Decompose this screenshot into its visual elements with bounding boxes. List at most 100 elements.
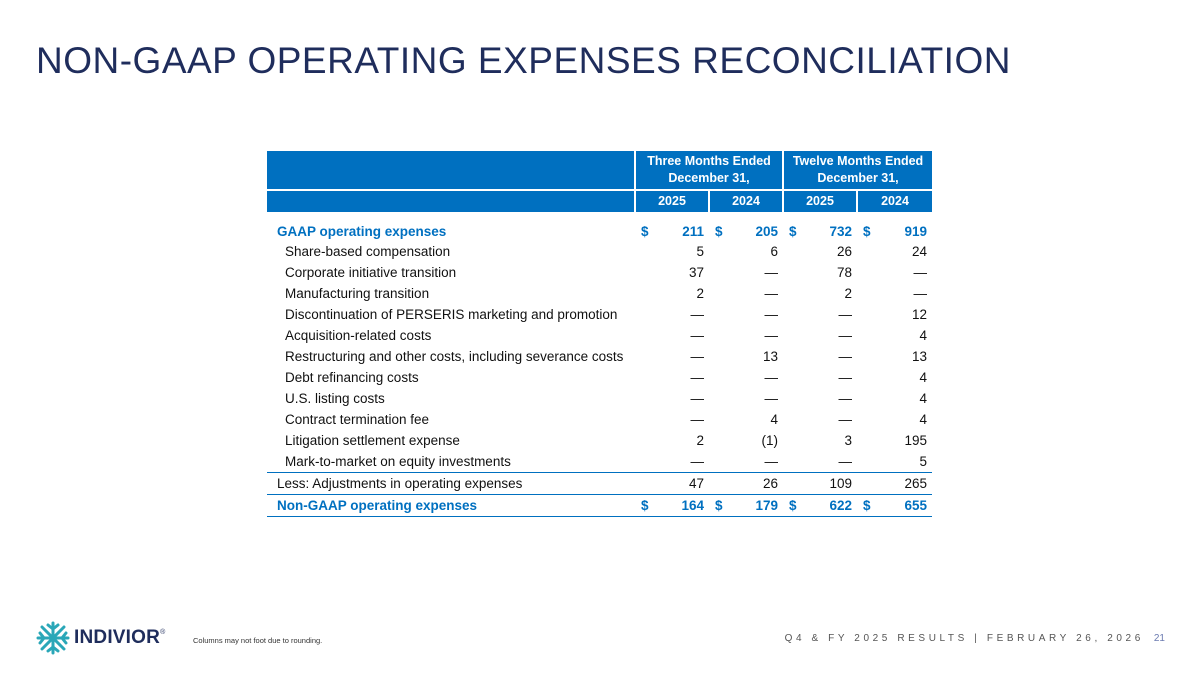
cell-value: 4	[919, 370, 928, 385]
cell-value: —	[913, 286, 928, 301]
cell-value: —	[764, 265, 779, 280]
cell-value: 205	[755, 224, 779, 239]
cell-value: —	[690, 349, 705, 364]
cell-value: —	[690, 391, 705, 406]
cell-value: 2	[844, 286, 853, 301]
logo-wordmark: INDIVIOR	[74, 627, 161, 648]
header-year: 2025	[634, 189, 709, 212]
row-label: Discontinuation of PERSERIS marketing an…	[285, 307, 618, 322]
cell-value: 732	[829, 224, 853, 239]
cell-value: 2	[696, 433, 704, 448]
cell-value: —	[764, 307, 779, 322]
cell-value: 2	[696, 286, 704, 301]
currency-symbol: $	[863, 224, 871, 239]
table-row: Litigation settlement expense 2 (1) 3 19…	[267, 430, 932, 451]
cell-value: —	[838, 349, 853, 364]
row-label: Debt refinancing costs	[285, 370, 419, 385]
header-twelve-months: Twelve Months Ended December 31,	[782, 151, 933, 190]
cell-value: 4	[919, 328, 928, 343]
header-year: 2025	[782, 189, 858, 212]
cell-value: 78	[836, 265, 853, 280]
cell-value: (1)	[761, 433, 779, 448]
table-row: Manufacturing transition 2 — 2 —	[267, 283, 932, 304]
currency-symbol: $	[789, 224, 797, 239]
cell-value: 195	[904, 433, 928, 448]
cell-value: —	[690, 328, 705, 343]
header-blank	[267, 189, 635, 212]
table-row: Restructuring and other costs, including…	[267, 346, 932, 367]
cell-value: 164	[681, 498, 704, 513]
registered-mark: ®	[160, 628, 166, 636]
cell-value: 37	[688, 265, 704, 280]
header-year: 2024	[707, 189, 784, 212]
cell-value: 4	[770, 412, 779, 427]
cell-value: 211	[682, 224, 704, 239]
row-label: Mark-to-market on equity investments	[285, 454, 511, 469]
cell-value: —	[690, 370, 705, 385]
table-row: Discontinuation of PERSERIS marketing an…	[267, 304, 932, 325]
header-year: 2024	[856, 189, 933, 212]
table-row: Corporate initiative transition 37 — 78 …	[267, 262, 932, 283]
cell-value: —	[764, 454, 779, 469]
row-label: Share-based compensation	[285, 244, 451, 259]
header-blank	[267, 151, 635, 190]
event-label: Q4 & FY 2025 RESULTS | FEBRUARY 26, 2026	[784, 633, 1144, 644]
header-row-years: 2025 2024 2025 2024	[267, 189, 933, 212]
table-row: U.S. listing costs — — — 4	[267, 388, 932, 409]
row-label: Non-GAAP operating expenses	[267, 494, 635, 517]
cell-value: —	[913, 265, 928, 280]
table-row: Contract termination fee — 4 — 4	[267, 409, 932, 430]
currency-symbol: $	[641, 498, 649, 513]
cell-value: —	[690, 412, 705, 427]
row-label: Litigation settlement expense	[285, 433, 460, 448]
cell-value: —	[838, 370, 853, 385]
currency-symbol: $	[789, 498, 797, 513]
cell-value: 655	[904, 498, 928, 513]
row-label: Manufacturing transition	[285, 286, 430, 301]
cell-value: 179	[755, 498, 779, 513]
cell-value: —	[764, 370, 779, 385]
table-row: Acquisition-related costs — — — 4	[267, 325, 932, 346]
cell-value: 13	[912, 349, 928, 364]
cell-value: —	[690, 454, 705, 469]
cell-value: 919	[904, 224, 928, 239]
row-label: Contract termination fee	[285, 412, 430, 427]
cell-value: 47	[635, 472, 709, 495]
cell-value: 3	[844, 433, 853, 448]
company-logo: INDIVIOR ®	[35, 620, 165, 656]
table-row: Mark-to-market on equity investments — —…	[267, 451, 932, 473]
table-row: Share-based compensation 5 6 26 24	[267, 241, 932, 262]
cell-value: 6	[770, 244, 779, 259]
cell-value: 5	[919, 454, 928, 469]
cell-value: 12	[912, 307, 928, 322]
non-gaap-opex-row: Non-GAAP operating expenses $164 $179 $6…	[267, 494, 933, 517]
cell-value: 5	[696, 244, 704, 259]
currency-symbol: $	[863, 498, 871, 513]
table-row: Debt refinancing costs — — — 4	[267, 367, 932, 388]
cell-value: —	[838, 412, 853, 427]
row-label: GAAP operating expenses	[277, 224, 447, 239]
reconciliation-table: Three Months Ended December 31, Twelve M…	[267, 151, 933, 517]
page-title: NON-GAAP OPERATING EXPENSES RECONCILIATI…	[36, 40, 1011, 81]
row-label: U.S. listing costs	[285, 391, 385, 406]
gaap-opex-row: GAAP operating expenses $211 $205 $732 $…	[267, 212, 932, 241]
cell-value: 4	[919, 412, 928, 427]
row-label: Corporate initiative transition	[285, 265, 457, 280]
cell-value: —	[764, 286, 779, 301]
cell-value: 26	[836, 244, 853, 259]
footnote: Columns may not foot due to rounding.	[193, 636, 323, 645]
cell-value: —	[838, 391, 853, 406]
cell-value: 265	[857, 472, 933, 495]
cell-value: 4	[919, 391, 928, 406]
cell-value: —	[838, 328, 853, 343]
cell-value: —	[690, 307, 705, 322]
currency-symbol: $	[715, 498, 723, 513]
cell-value: 109	[783, 472, 858, 495]
cell-value: 26	[709, 472, 784, 495]
reconciliation-table-container: Three Months Ended December 31, Twelve M…	[267, 151, 933, 517]
footer-event-info: Q4 & FY 2025 RESULTS | FEBRUARY 26, 2026…	[785, 633, 1165, 644]
header-three-months: Three Months Ended December 31,	[633, 151, 784, 190]
row-label: Restructuring and other costs, including…	[285, 349, 624, 364]
cell-value: —	[764, 391, 779, 406]
header-row-groups: Three Months Ended December 31, Twelve M…	[267, 151, 933, 190]
